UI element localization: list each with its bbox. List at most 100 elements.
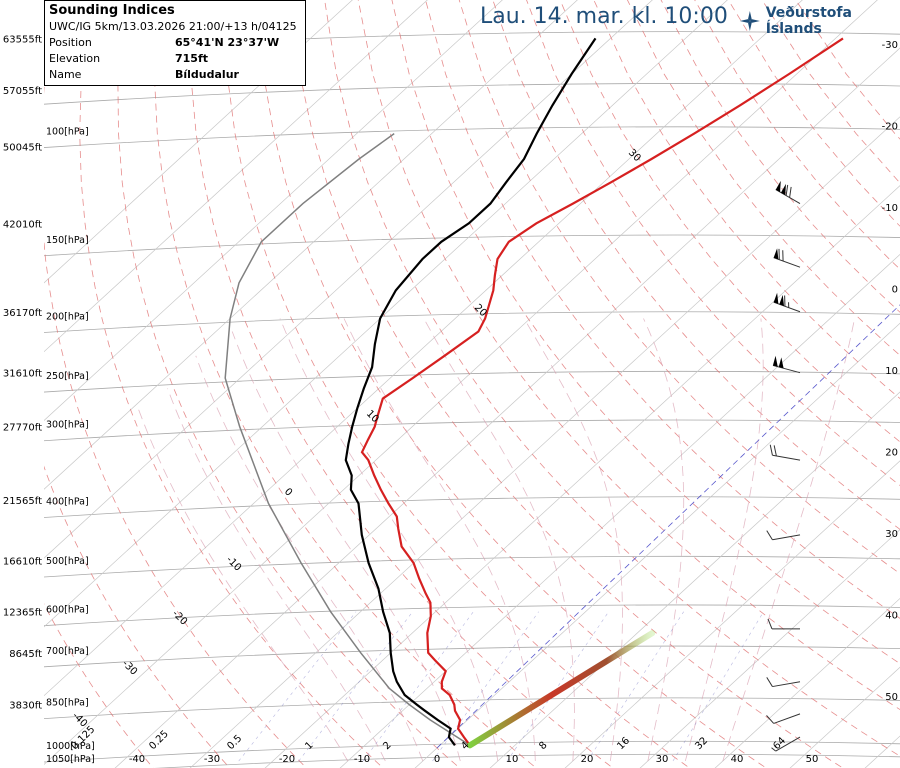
isobar-line — [44, 697, 900, 720]
wind-barb — [773, 248, 801, 268]
altitude-tick-label: 57055ft — [3, 86, 42, 97]
isobar-lines — [44, 31, 900, 768]
wind-barb — [766, 530, 801, 541]
dry-adiabat-line — [117, 0, 461, 768]
isotherm-line — [44, 0, 728, 628]
isotherm-line — [44, 0, 578, 490]
wind-barb — [772, 355, 801, 374]
isobar-line — [44, 645, 900, 668]
mixing-ratio-label: 8 — [537, 740, 549, 752]
temperature-profile-line — [360, 37, 844, 746]
isotherm-line — [714, 597, 900, 768]
altitude-tick-label: 31610ft — [3, 369, 42, 380]
dry-adiabat-line — [44, 465, 231, 768]
isobar-line — [154, 753, 900, 768]
temperature-tick-label: -20 — [279, 754, 295, 765]
altitude-tick-label: 42010ft — [3, 219, 42, 230]
moist-adiabat-line — [279, 318, 499, 762]
isobar-line — [44, 419, 900, 442]
info-key: Name — [49, 68, 82, 81]
isobar-line — [44, 234, 900, 257]
altitude-tick-label: 21565ft — [3, 496, 42, 507]
wind-barb — [769, 444, 801, 461]
altitude-tick-label: 36170ft — [3, 308, 42, 319]
isobar-line — [44, 604, 900, 627]
isotherm-label: 30 — [626, 147, 643, 164]
info-value: Bíldudalur — [175, 68, 239, 81]
isotherm-line — [489, 391, 900, 768]
isobar-line — [44, 555, 900, 578]
mixing-ratio-line — [362, 611, 474, 762]
isobar-line — [44, 311, 900, 333]
wind-barb — [767, 618, 800, 630]
moist-adiabat-line — [643, 318, 685, 762]
dry-adiabat-line — [727, 0, 900, 227]
parcel-profile-line — [224, 132, 471, 746]
wind-barb — [766, 713, 801, 724]
dewpoint-profile-line — [344, 37, 597, 746]
mixing-ratio-label: 0.25 — [147, 729, 171, 753]
info-row-elevation: Elevation 715ft — [49, 51, 301, 67]
isobar-line — [44, 126, 900, 148]
valid-time-label: Lau. 14. mar. kl. 10:00 — [480, 4, 728, 29]
moist-adiabat-line — [137, 408, 349, 762]
temperature-tick-label: 10 — [506, 754, 519, 765]
right-axis-tick-label: 40 — [885, 611, 898, 622]
info-key: Position — [49, 36, 92, 49]
moist-adiabat-lines — [137, 318, 855, 762]
mixing-ratio-line — [587, 611, 684, 762]
altitude-tick-label: 8645ft — [9, 649, 42, 660]
right-axis-tick-label: 30 — [885, 529, 898, 540]
isotherm-line — [44, 0, 353, 284]
pressure-tick-label: 300[hPa] — [46, 420, 89, 431]
axis-labels: 63555ft 57055ft 50045ft 42010ft 36170ft 31610… — [3, 34, 898, 765]
pressure-tick-label: 100[hPa] — [46, 127, 89, 138]
isobar-line — [44, 370, 900, 393]
isotherm-line — [114, 47, 900, 768]
moist-adiabat-line — [722, 318, 855, 762]
isotherm-line — [44, 0, 653, 559]
right-axis-tick-label: 20 — [885, 448, 898, 459]
isotherm-line — [414, 322, 900, 768]
isotherm-line — [864, 735, 900, 768]
pressure-tick-label: 850[hPa] — [46, 698, 89, 709]
profile-series — [224, 37, 844, 749]
dry-adiabat-line — [44, 0, 307, 768]
dry-adiabat-line — [559, 0, 900, 443]
reference-line — [436, 304, 900, 749]
dry-adiabat-line — [492, 0, 900, 530]
mixing-ratio-label: 0.5 — [225, 733, 244, 752]
info-row-position: Position 65°41'N 23°37'W — [49, 35, 301, 51]
altitude-tick-label: 50045ft — [3, 143, 42, 154]
pressure-tick-label: 700[hPa] — [46, 646, 89, 657]
dry-adiabat-line — [290, 0, 844, 768]
wind-barb — [773, 292, 801, 313]
isotherm-line — [44, 0, 428, 353]
isobar-line — [44, 83, 900, 105]
temperature-tick-label: 30 — [656, 754, 669, 765]
moist-adiabat-line — [195, 355, 424, 762]
dry-adiabat-line — [153, 0, 537, 768]
wind-barb — [766, 677, 801, 688]
brand-logo: Veðurstofa Íslands — [738, 5, 900, 37]
temperature-tick-label: -40 — [129, 754, 145, 765]
vedur-logo-icon — [739, 10, 760, 32]
pressure-tick-label: 500[hPa] — [46, 556, 89, 567]
info-value: 65°41'N 23°37'W — [175, 36, 280, 49]
dry-adiabat-line — [256, 0, 767, 768]
pressure-tick-label: 150[hPa] — [46, 235, 89, 246]
dry-adiabat-line — [660, 0, 900, 313]
right-axis-tick-label: -30 — [882, 40, 898, 51]
isotherm-line — [564, 460, 900, 768]
right-axis-tick-label: -20 — [882, 122, 898, 133]
mixing-ratio-label: 32 — [693, 735, 710, 752]
dry-adiabat-line — [593, 0, 900, 400]
dry-adiabat-line — [357, 0, 900, 711]
right-axis-tick-label: 0 — [892, 285, 898, 296]
altitude-tick-label: 3830ft — [9, 701, 42, 712]
model-run-line: UWC/IG 5km/13.03.2026 21:00/+13 h/04125 — [49, 20, 297, 33]
info-key: Elevation — [49, 52, 101, 65]
mixing-ratio-line — [298, 611, 413, 762]
